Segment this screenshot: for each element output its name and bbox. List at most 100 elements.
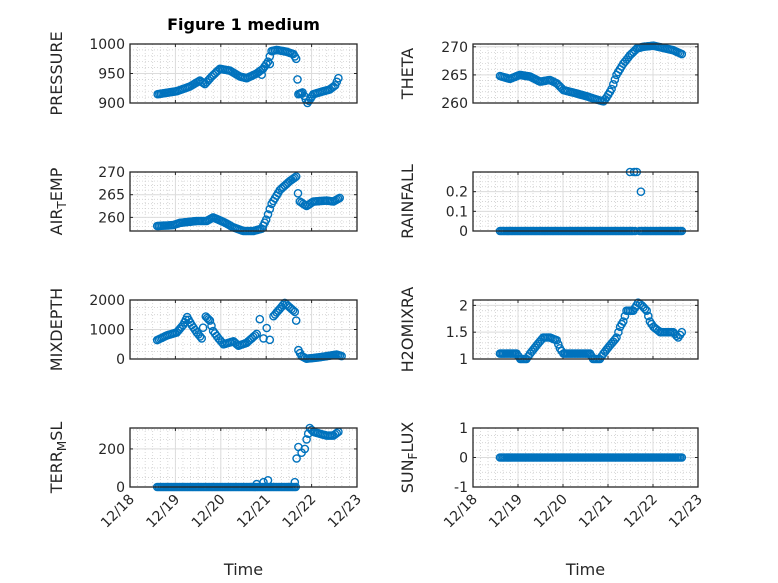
data-point [262,323,272,333]
data-point [677,327,687,337]
axes-box [129,299,358,360]
axes-terr: 0 200 TERRMSL 12/18 12/19 12/20 12/21 12/22 12/2… [47,422,365,579]
x-tick-label: 12/19 [143,492,183,532]
data-point [197,334,206,343]
data-point [250,331,260,340]
y-axis-label: SUNFLUX [398,422,420,494]
y-label-rest: EMP [47,167,66,201]
data-point [334,73,343,83]
x-tick-label: 12/22 [621,492,661,532]
data-point [207,321,216,331]
data-point [610,335,620,344]
data-point [607,84,616,94]
data-point [252,329,262,339]
data-point [609,80,618,89]
data-point [261,215,271,224]
y-tick-label: 900 [98,96,125,112]
data-point [205,316,215,325]
y-tick-label: 0 [116,480,125,496]
x-tick-label: 12/19 [486,492,526,532]
y-tick-label: 2 [459,298,468,314]
data-point [290,477,300,487]
y-label-rest: LUX [398,422,417,453]
y-label-main: MIXDEPTH [47,288,66,371]
y-axis-label: THETA [398,48,417,100]
y-tick-label: 1 [459,421,468,437]
y-tick-label: 200 [98,442,125,458]
data-point [263,57,273,67]
y-tick-label: 1000 [89,37,125,53]
y-tick-label: 1 [459,352,468,368]
x-tick-label: 12/23 [325,492,365,532]
data-point [202,313,212,323]
y-label-subscript: M [55,441,69,451]
data-point [640,304,650,314]
data-point [195,332,205,341]
axes-air: 260 265 270 AIRTEMP [47,165,358,235]
axes-rainfall: 0 0.1 0.2 RAINFALL [398,164,699,240]
y-label-main: H2OMIXRA [398,287,417,373]
x-tick-label: 12/20 [189,492,229,532]
y-tick-label: 0 [459,224,468,240]
x-tick-label: 12/23 [666,492,706,532]
data-point [677,49,687,59]
data-point [297,448,306,458]
y-axis-label: TERRMSL [47,422,69,495]
y-label-rest: SL [47,422,66,441]
axes-box [129,43,358,104]
y-label-main: RAINFALL [398,164,417,239]
y-label-subscript: T [55,201,69,210]
y-tick-label: 0.1 [446,204,468,220]
y-tick-label: 2000 [89,293,125,309]
data-point [612,333,621,342]
y-tick-label: 265 [98,188,125,204]
axes-box [472,43,699,104]
data-point [293,188,303,198]
axes-box [472,299,699,360]
y-tick-label: 1.5 [446,325,468,341]
data-point [302,435,311,444]
data-point [291,54,301,64]
y-tick-label: 0 [116,352,125,368]
axes-box [472,427,699,488]
data-point [257,70,267,79]
y-axis-label: PRESSURE [47,31,66,115]
data-point [554,339,563,349]
axes-theta: 260 265 270 THETA [398,40,699,112]
data-point [288,305,298,315]
data-point [332,428,342,438]
y-tick-label: 0.2 [446,185,468,201]
data-point [263,475,273,485]
y-axis-label: H2OMIXRA [398,287,417,373]
data-point [198,78,208,88]
x-tick-label: 12/18 [98,492,138,532]
y-tick-label: 270 [98,165,125,181]
data-point [335,193,345,203]
data-point [619,317,628,326]
axes-box [472,171,699,232]
y-tick-label: -1 [454,480,468,496]
data-point [265,59,275,69]
x-tick-label: 12/21 [576,492,616,532]
data-point [610,75,620,84]
data-point [291,172,301,181]
x-axis-label: Time [565,560,605,579]
data-point [265,204,275,214]
y-label-main: THETA [398,48,417,100]
data-point [263,210,273,219]
data-point [293,75,302,84]
data-point [292,454,301,463]
axes-h2omixra: 1 1.5 2 H2OMIXRA [398,287,699,373]
y-tick-label: 260 [98,210,125,226]
data-point [255,314,265,324]
data-point [259,477,268,487]
y-axis-label: AIRTEMP [47,167,69,235]
axes-sun: -1 0 1 SUNFLUX 12/18 12/19 12/20 12/21 12/22 12/2… [398,421,706,579]
data-point [337,351,346,361]
axes-pressure: 900 950 1000 PRESSURE Figure 1 medium [47,15,358,116]
y-tick-label: 265 [441,68,468,84]
y-label-subscript: F [406,452,420,459]
y-tick-label: 950 [98,67,125,83]
y-tick-label: 270 [441,40,468,56]
